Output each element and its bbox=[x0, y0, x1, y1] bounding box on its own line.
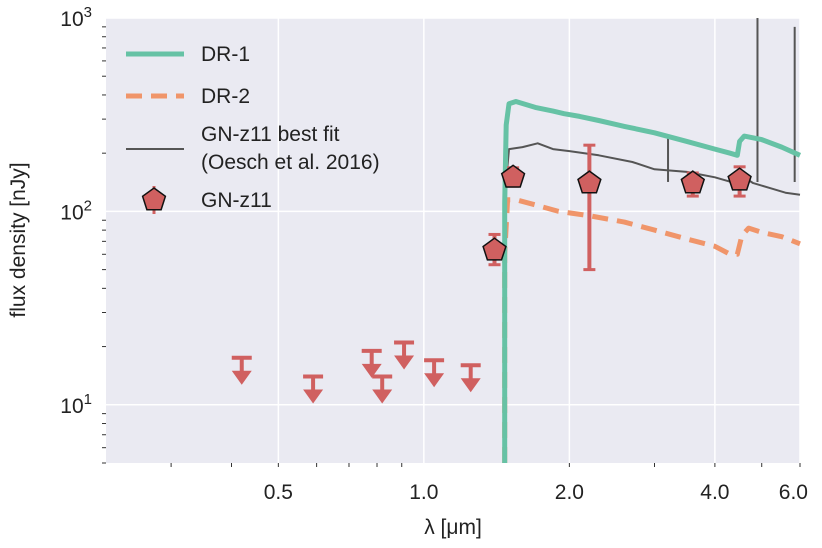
upper-limit-arrow bbox=[460, 378, 481, 393]
grid bbox=[106, 17, 801, 463]
legend-label-bestfit: GN-z11 best fit (Oesch et al. 2016) bbox=[201, 123, 380, 174]
upper-limit-arrow bbox=[394, 355, 415, 370]
detection-marker bbox=[500, 164, 526, 188]
plot-background bbox=[106, 18, 800, 463]
y-tick-labels: 101 102 103 bbox=[60, 4, 92, 418]
series-layer bbox=[502, 18, 802, 463]
detection-marker bbox=[482, 237, 507, 261]
detection-marker bbox=[577, 170, 602, 194]
y-tick-label: 101 bbox=[60, 391, 92, 418]
series-bestfit-line bbox=[503, 142, 801, 463]
legend-label-dr2: DR-2 bbox=[201, 85, 250, 108]
legend-marker-gnz11 bbox=[141, 186, 167, 214]
series-dr1-line bbox=[502, 99, 802, 463]
x-tick-label: 0.5 bbox=[264, 481, 293, 504]
x-axis-title: λ [μm] bbox=[424, 516, 482, 539]
series-dr2-line bbox=[502, 197, 801, 463]
detection-marker bbox=[680, 170, 706, 194]
x-tick-labels: 0.5 1.0 2.0 4.0 6.0 bbox=[264, 481, 808, 504]
upper-limit-arrow bbox=[303, 389, 324, 404]
x-tick-label: 4.0 bbox=[700, 481, 729, 504]
y-tick-label: 102 bbox=[60, 197, 92, 224]
legend: DR-1 DR-2 GN-z11 best fit (Oesch et al. 2… bbox=[126, 43, 380, 214]
upper-limit-arrow bbox=[424, 373, 445, 388]
legend-pentagon bbox=[141, 187, 167, 211]
y-tick-label: 103 bbox=[60, 4, 92, 31]
y-axis-title: flux density [nJy] bbox=[7, 162, 30, 317]
x-tick-label: 1.0 bbox=[409, 481, 438, 504]
legend-label-dr1: DR-1 bbox=[201, 43, 250, 66]
markers-layer bbox=[231, 143, 752, 404]
upper-limit-arrow bbox=[372, 389, 393, 404]
x-tick-label: 2.0 bbox=[555, 481, 584, 504]
x-tick-label: 6.0 bbox=[779, 481, 808, 504]
detection-marker bbox=[727, 167, 752, 191]
legend-label-gnz11: GN-z11 bbox=[201, 189, 272, 212]
upper-limit-arrow bbox=[361, 363, 382, 378]
minor-ticks bbox=[102, 26, 801, 467]
upper-limit-arrow bbox=[231, 370, 252, 385]
